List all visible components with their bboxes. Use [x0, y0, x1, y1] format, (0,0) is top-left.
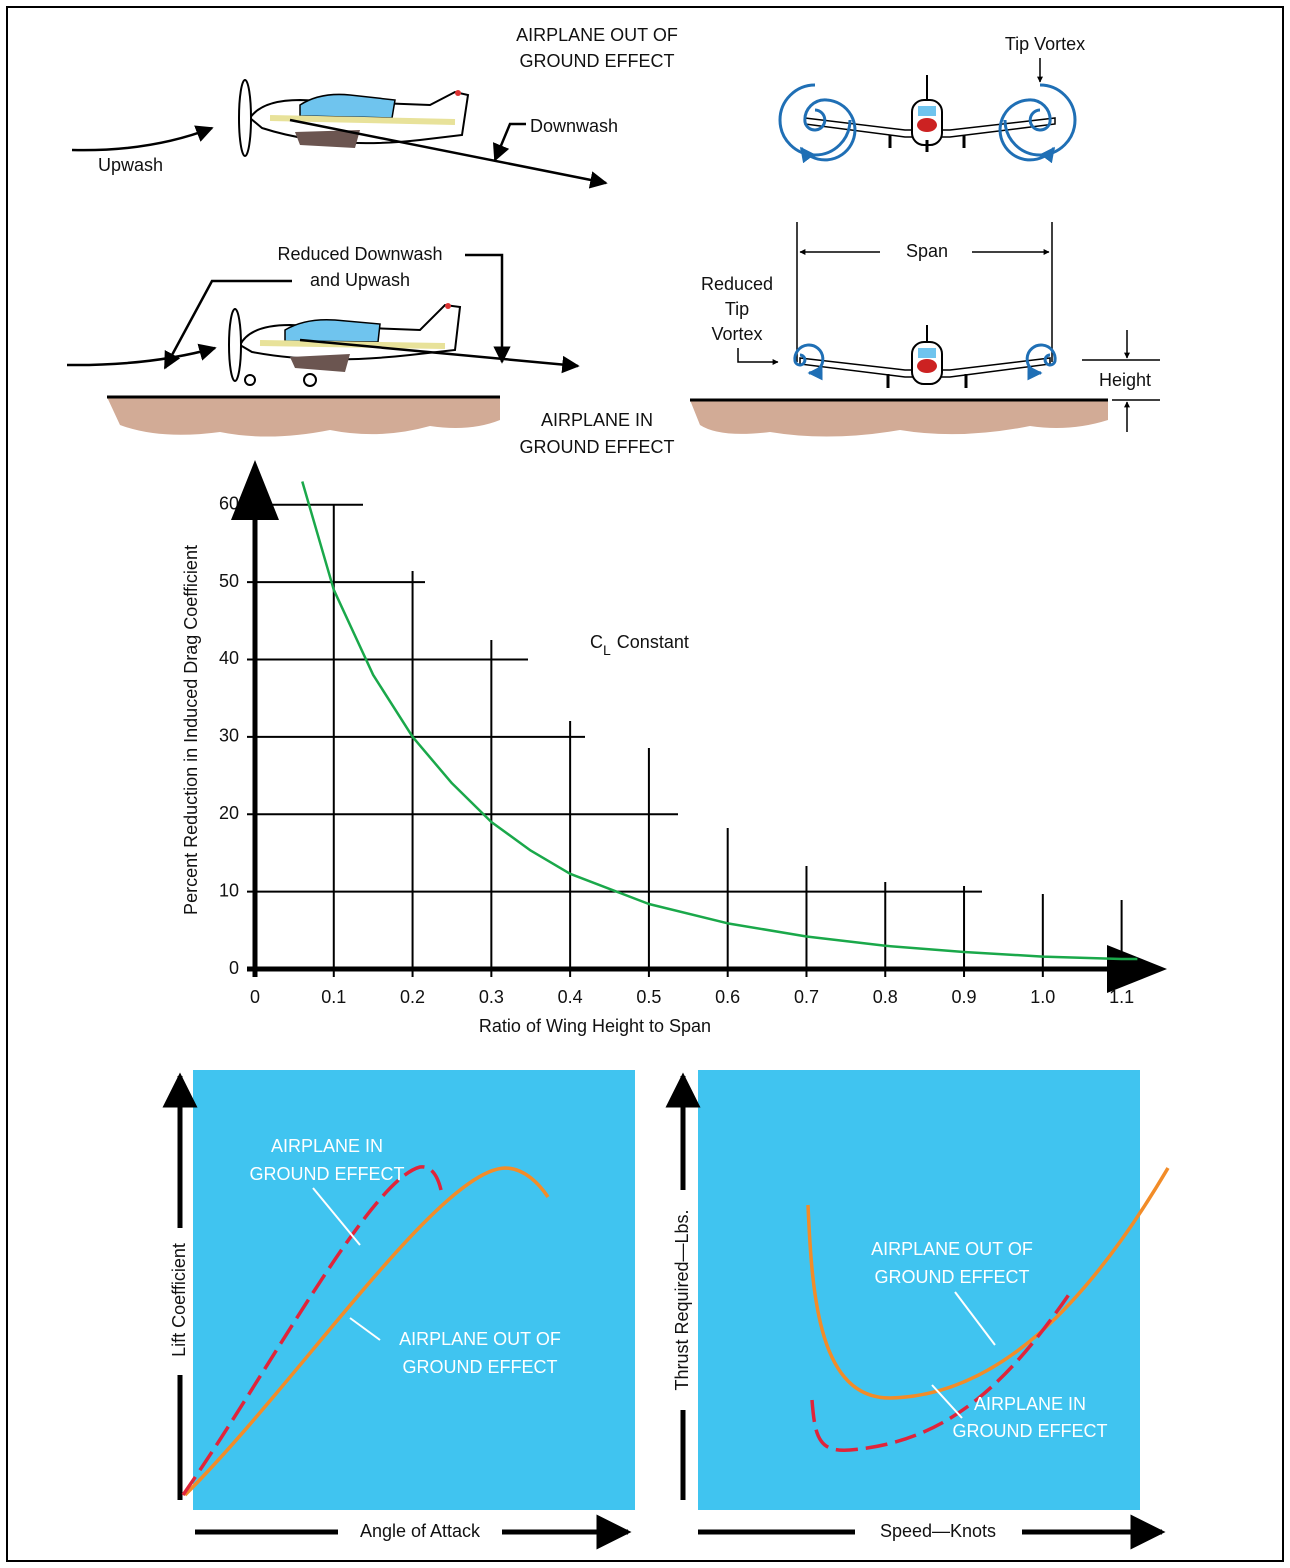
upwash-arrow [71, 125, 214, 152]
x-tick-label: 1.1 [1109, 987, 1134, 1007]
in-label: AIRPLANE IN [271, 1136, 383, 1156]
in-label: GROUND EFFECT [250, 1164, 405, 1184]
x-tick-label: 0.4 [558, 987, 583, 1007]
curve-in [810, 1289, 1074, 1452]
leader [465, 253, 511, 364]
tip-vortex [778, 83, 1077, 164]
out-label: GROUND EFFECT [403, 1357, 558, 1377]
out-label: AIRPLANE OUT OF [871, 1239, 1033, 1259]
y-axis-label: Percent Reduction in Induced Drag Coeffi… [181, 545, 201, 915]
reduced-tip-label: Reduced [701, 274, 773, 294]
annotation-part: Constant [617, 632, 689, 652]
leader [349, 1317, 381, 1341]
leader [312, 1187, 361, 1246]
x-tick-label: 0.5 [636, 987, 661, 1007]
downwash-arrow [289, 118, 608, 189]
airplane-side [238, 79, 470, 157]
x-tick-label: 0.3 [479, 987, 504, 1007]
y-tick-label: 10 [219, 880, 239, 900]
span-label: Span [906, 241, 948, 261]
in-label: GROUND EFFECT [953, 1421, 1108, 1441]
title-in: AIRPLANE IN [541, 410, 653, 430]
leader [163, 279, 292, 370]
y-tick-label: 50 [219, 571, 239, 591]
x-tick-label: 0 [250, 987, 260, 1007]
out-label: AIRPLANE OUT OF [399, 1329, 561, 1349]
ground [107, 397, 500, 437]
x-tick-label: 0.8 [873, 987, 898, 1007]
curve-in [181, 1165, 443, 1496]
tip-vortex-label: Tip Vortex [1005, 34, 1085, 54]
tip-vortex [793, 343, 1057, 381]
curve [301, 481, 1138, 961]
downwash-label: Downwash [530, 116, 618, 136]
leader [492, 122, 526, 162]
height-label: Height [1099, 370, 1151, 390]
drag-chart: Ratio of Wing Height to Span Percent Red… [181, 460, 1167, 1036]
reduced-wash-label: and Upwash [310, 270, 410, 290]
leader [737, 348, 779, 365]
x-tick-label: 0.2 [400, 987, 425, 1007]
y-tick-label: 20 [219, 803, 239, 823]
upwash-arrow [66, 343, 217, 367]
downwash-arrow [299, 338, 580, 374]
airplane-front-ground [799, 325, 1051, 388]
upwash-label: Upwash [98, 155, 163, 175]
curve-out [183, 1166, 550, 1497]
annotation-part: C [590, 632, 603, 652]
reduced-tip-label: Tip [725, 299, 749, 319]
title-in: GROUND EFFECT [520, 437, 675, 457]
out-label: GROUND EFFECT [875, 1267, 1030, 1287]
curve-out [806, 1167, 1170, 1400]
y-tick-label: 40 [219, 648, 239, 668]
panel [698, 1070, 1140, 1510]
x-axis-label: Ratio of Wing Height to Span [479, 1016, 711, 1036]
title-out: AIRPLANE OUT OF [516, 25, 678, 45]
x-tick-label: 0.1 [321, 987, 346, 1007]
x-tick-label: 0.9 [952, 987, 977, 1007]
reduced-wash-label: Reduced Downwash [277, 244, 442, 264]
leader [954, 1291, 996, 1346]
y-axis-label: Thrust Required—Lbs. [672, 1209, 692, 1390]
y-tick-label: 60 [219, 493, 239, 513]
annotation: CL Constant [590, 632, 689, 658]
y-tick-label: 30 [219, 726, 239, 746]
y-axis-label: Lift Coefficient [169, 1243, 189, 1357]
x-tick-label: 1.0 [1030, 987, 1055, 1007]
frame [6, 6, 1284, 1562]
x-axis-label: Angle of Attack [360, 1521, 481, 1541]
leader [931, 1384, 963, 1419]
title-out: GROUND EFFECT [520, 51, 675, 71]
annotation-part: L [603, 642, 611, 658]
x-axis-label: Speed—Knots [880, 1521, 996, 1541]
panel [193, 1070, 635, 1510]
reduced-tip-label: Vortex [711, 324, 762, 344]
in-label: AIRPLANE IN [974, 1394, 1086, 1414]
ground [690, 400, 1108, 437]
y-tick-label: 0 [229, 958, 239, 978]
x-tick-label: 0.6 [715, 987, 740, 1007]
x-tick-label: 0.7 [794, 987, 819, 1007]
